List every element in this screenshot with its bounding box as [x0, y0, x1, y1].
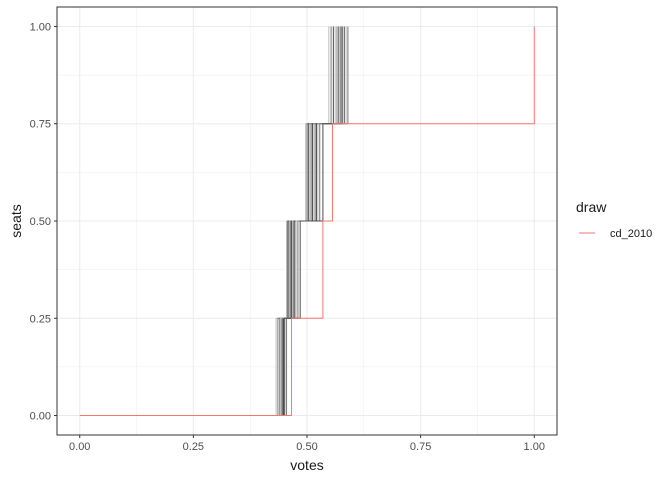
legend-title: draw	[576, 199, 607, 215]
series-layer	[79, 26, 535, 417]
series-line-cd_2010	[79, 26, 535, 417]
y-tick-label: 0.75	[30, 119, 51, 131]
y-tick-label: 1.00	[30, 21, 51, 33]
x-tick-label: 0.75	[410, 441, 431, 453]
y-tick-label: 0.00	[30, 411, 51, 423]
x-tick-label: 0.25	[183, 441, 204, 453]
y-axis-title: seats	[8, 204, 24, 237]
y-tick-label: 0.25	[30, 313, 51, 325]
ticks-layer: 0.00 0.25 0.50 0.75 1.00 0.00 0.25 0.50 0.75 1.00	[30, 21, 545, 453]
x-tick-label: 1.00	[524, 441, 545, 453]
x-tick-label: 0.50	[296, 441, 317, 453]
x-axis-title: votes	[290, 457, 323, 473]
legend-label: cd_2010	[610, 228, 652, 240]
x-tick-label: 0.00	[69, 441, 90, 453]
y-tick-label: 0.50	[30, 216, 51, 228]
legend: draw cd_2010	[576, 199, 652, 240]
